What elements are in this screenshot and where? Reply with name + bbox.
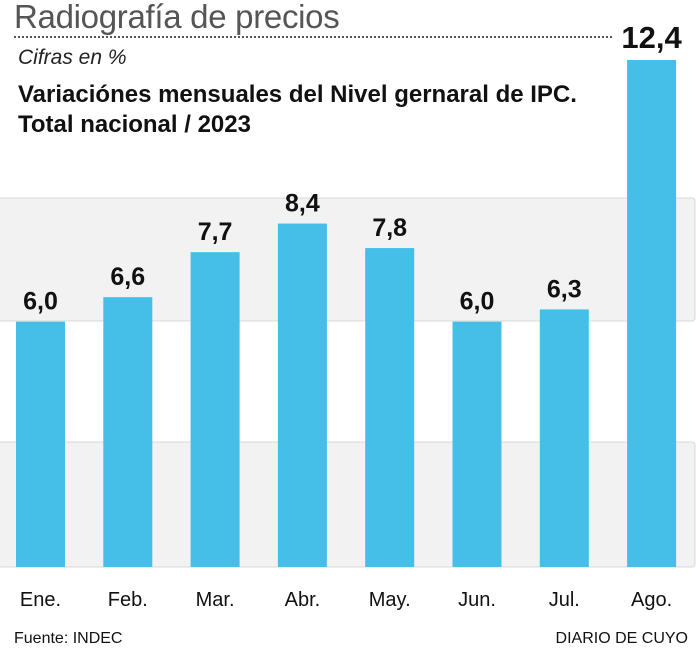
background-band-upper xyxy=(0,197,696,322)
bar-abr xyxy=(277,223,327,567)
category-label: Ago. xyxy=(631,589,672,611)
category-label: Jun. xyxy=(458,589,496,611)
chart-title: Variaciónes mensuales del Nivel gernaral… xyxy=(18,80,577,140)
value-label: 12,4 xyxy=(621,20,682,55)
chart-title-line-2: Total nacional / 2023 xyxy=(18,111,251,138)
bar-jun xyxy=(452,321,502,567)
publisher-brand: DIARIO DE CUYO xyxy=(555,630,688,647)
value-label: 6,0 xyxy=(23,288,58,316)
value-label: 6,6 xyxy=(110,263,145,291)
bar-ene xyxy=(16,321,65,567)
category-label: Mar. xyxy=(196,589,235,611)
value-label: 7,8 xyxy=(372,214,407,242)
bar-mar xyxy=(190,252,240,567)
chart-title-line-1: Variaciónes mensuales del Nivel gernaral… xyxy=(18,81,577,108)
category-label: Feb. xyxy=(108,589,148,611)
bar-jul xyxy=(539,309,589,567)
bar-ago xyxy=(627,60,677,567)
header-divider xyxy=(14,36,612,38)
value-label: 8,4 xyxy=(285,190,320,218)
value-label: 6,3 xyxy=(547,275,582,303)
category-label: May. xyxy=(369,589,411,611)
category-label: Abr. xyxy=(285,589,321,611)
category-label: Ene. xyxy=(20,589,61,611)
chart-subtitle: Cifras en % xyxy=(18,46,127,69)
background-band-lower xyxy=(0,441,696,568)
header-title: Radiografía de precios xyxy=(14,0,340,35)
source-note: Fuente: INDEC xyxy=(14,630,123,647)
value-label: 6,0 xyxy=(460,288,495,316)
bar-may xyxy=(365,248,415,568)
value-label: 7,7 xyxy=(198,218,233,246)
category-label: Jul. xyxy=(549,589,580,611)
bar-feb xyxy=(103,297,153,567)
